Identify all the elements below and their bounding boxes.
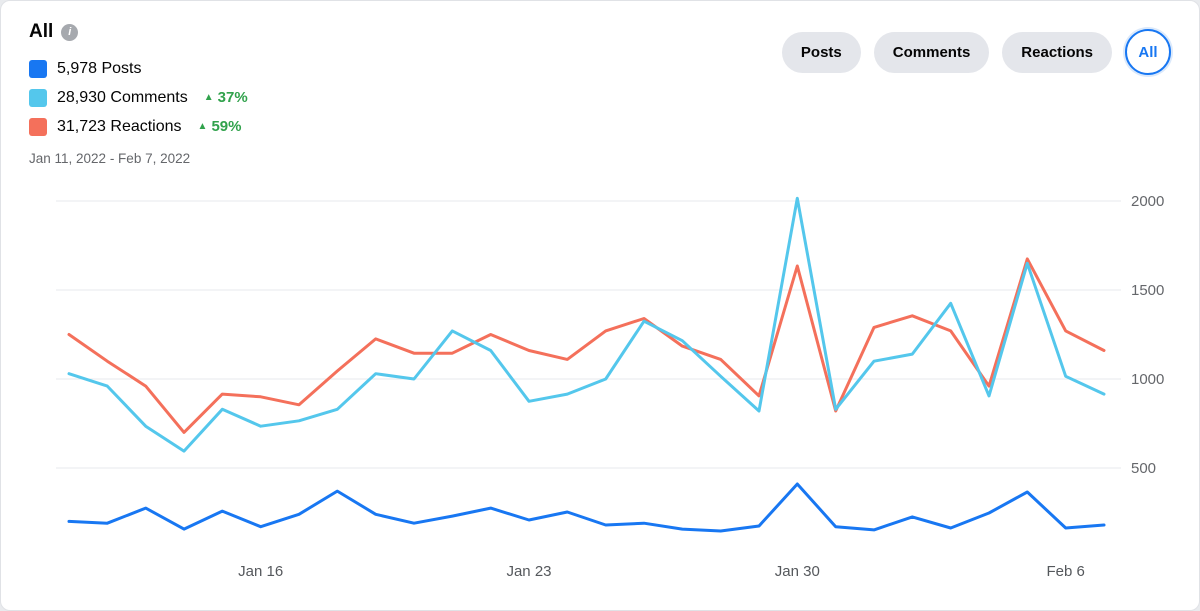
increase-arrow-icon: ▲ xyxy=(197,120,208,132)
series-line-posts[interactable] xyxy=(67,482,1106,533)
title-row: All i xyxy=(29,21,248,43)
filter-posts-button[interactable]: Posts xyxy=(781,31,861,73)
series-line-comments[interactable] xyxy=(67,196,1106,453)
filter-all-button[interactable]: All xyxy=(1125,29,1171,75)
increase-arrow-icon: ▲ xyxy=(203,91,214,103)
reactions-color-swatch xyxy=(29,117,47,136)
y-axis-tick: 500 xyxy=(1131,460,1156,477)
legend-block: All i 5,978 Posts 28,930 Comments ▲ 37% xyxy=(29,21,248,166)
legend-item-posts: 5,978 Posts xyxy=(29,54,248,83)
change-percent: 59% xyxy=(211,118,242,135)
y-axis-tick: 1500 xyxy=(1131,282,1164,299)
change-percent: 37% xyxy=(217,89,248,106)
posts-color-swatch xyxy=(29,59,47,78)
comments-change-badge: ▲ 37% xyxy=(204,89,248,106)
y-axis-tick: 1000 xyxy=(1131,371,1164,388)
x-axis-tick: Jan 16 xyxy=(238,563,283,580)
legend-item-reactions: 31,723 Reactions ▲ 59% xyxy=(29,112,248,141)
reactions-change-badge: ▲ 59% xyxy=(198,118,242,135)
comments-color-swatch xyxy=(29,88,47,107)
y-axis-tick: 2000 xyxy=(1131,193,1164,210)
x-axis-tick: Jan 30 xyxy=(775,563,820,580)
chart-svg[interactable]: 500 1000 1500 2000 Jan 16 Jan 23 Jan 30 Feb 6 xyxy=(1,176,1200,596)
x-axis-tick: Feb 6 xyxy=(1047,563,1085,580)
filter-comments-button[interactable]: Comments xyxy=(873,31,990,73)
x-axis-tick: Jan 23 xyxy=(506,563,551,580)
chart-legend: 5,978 Posts 28,930 Comments ▲ 37% 31,723… xyxy=(29,54,248,141)
legend-item-comments: 28,930 Comments ▲ 37% xyxy=(29,83,248,112)
metric-filter-group: Posts Comments Reactions All xyxy=(781,21,1171,75)
line-chart[interactable]: 500 1000 1500 2000 Jan 16 Jan 23 Jan 30 Feb 6 xyxy=(1,176,1200,596)
info-icon[interactable]: i xyxy=(61,23,79,41)
chart-header: All i 5,978 Posts 28,930 Comments ▲ 37% xyxy=(1,1,1199,166)
filter-reactions-button[interactable]: Reactions xyxy=(1002,31,1112,73)
legend-label: 31,723 Reactions xyxy=(57,117,182,135)
series-line-reactions[interactable] xyxy=(67,257,1106,434)
legend-label: 28,930 Comments xyxy=(57,88,188,106)
date-range: Jan 11, 2022 - Feb 7, 2022 xyxy=(29,151,191,166)
legend-label: 5,978 Posts xyxy=(57,59,142,77)
page-title: All xyxy=(29,21,54,42)
